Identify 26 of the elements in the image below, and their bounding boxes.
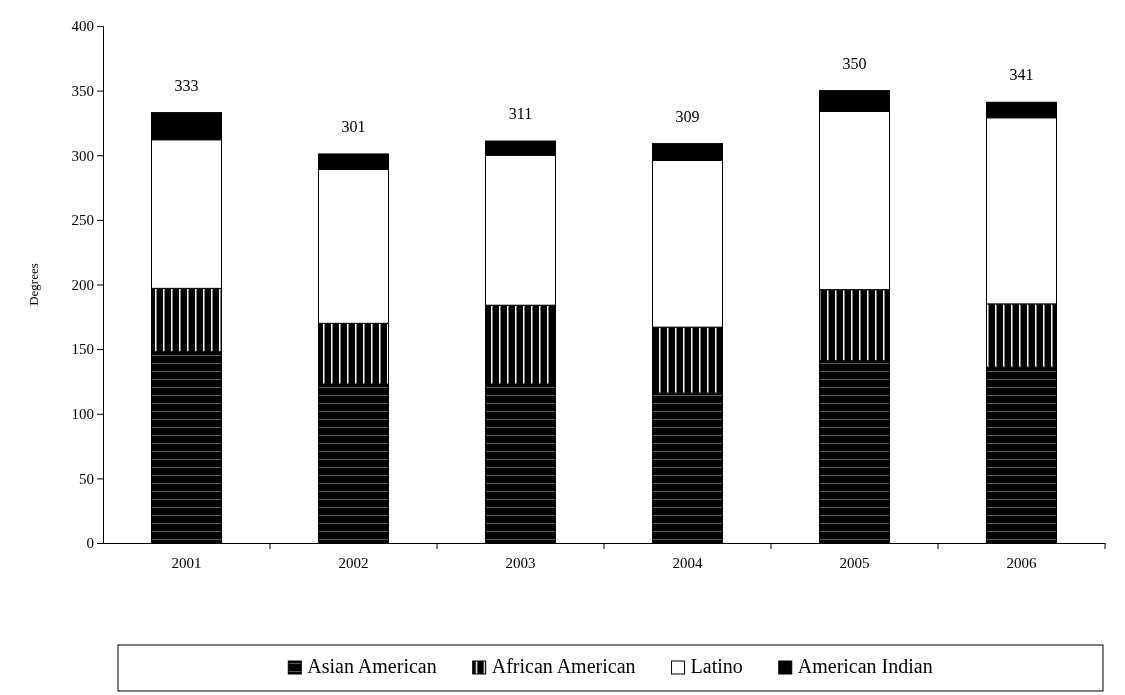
y-tick-label: 400 — [71, 18, 94, 35]
x-tick-label: 2002 — [338, 554, 369, 571]
y-tick-label: 150 — [71, 341, 94, 358]
y-tick-label: 300 — [71, 147, 94, 164]
total-label: 333 — [174, 76, 199, 94]
y-tick-label: 50 — [79, 470, 94, 487]
legend-label: American Indian — [797, 655, 933, 677]
y-tick-label: 250 — [71, 212, 94, 229]
x-tick-label: 2006 — [1006, 554, 1037, 571]
y-axis-title: Degrees — [26, 263, 41, 306]
total-label: 309 — [675, 107, 700, 125]
y-tick-label: 200 — [71, 276, 94, 293]
x-tick-label: 2003 — [505, 554, 536, 571]
x-tick-label: 2005 — [839, 554, 870, 571]
total-label: 301 — [341, 117, 366, 135]
x-tick-label: 2004 — [672, 554, 703, 571]
legend-label: Latino — [690, 655, 743, 677]
x-tick-label: 2001 — [171, 554, 202, 571]
total-label: 311 — [508, 105, 533, 123]
y-tick-label: 100 — [71, 406, 94, 423]
total-label: 350 — [842, 54, 867, 72]
legend-label: Asian American — [307, 655, 437, 677]
legend-label: African American — [491, 655, 636, 677]
y-tick-label: 350 — [71, 82, 94, 99]
total-label: 341 — [1009, 66, 1034, 84]
y-tick-label: 0 — [86, 535, 94, 552]
